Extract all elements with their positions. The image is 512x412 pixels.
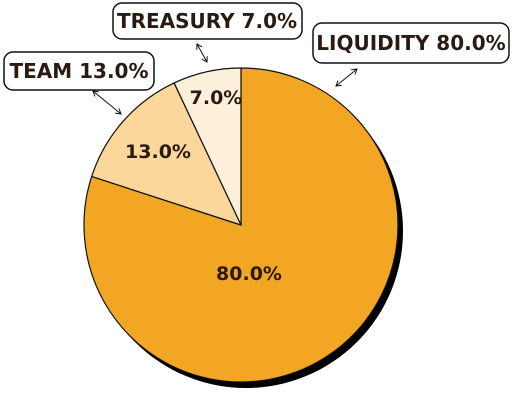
pie-slice-liquidity [83, 67, 399, 383]
callout-connector [335, 68, 358, 87]
callout-connector [92, 90, 122, 115]
connector-arrowhead-start [115, 108, 122, 115]
slice-value-label-liquidity: 80.0% [216, 263, 282, 285]
slice-value-label-team: 13.0% [125, 141, 191, 163]
callout-label: TREASURY 7.0% [117, 9, 297, 33]
callout-label: LIQUIDITY 80.0% [316, 31, 505, 55]
connector-arrowhead-end [351, 68, 358, 75]
pie-slice-treasury [173, 67, 242, 226]
callout-treasury: TREASURY 7.0% [112, 2, 303, 63]
callouts: LIQUIDITY 80.0% TEAM 13.0% TREASURY 7.0% [3, 2, 510, 115]
callout-team: TEAM 13.0% [3, 51, 155, 115]
callout-liquidity: LIQUIDITY 80.0% [312, 22, 510, 87]
callout-box [312, 22, 510, 64]
connector-arrowhead-start [201, 56, 208, 63]
slice-labels: 80.0% 13.0% 7.0% [125, 87, 282, 285]
connector-arrowhead-end [196, 43, 203, 50]
pie-slices [83, 67, 399, 383]
callout-box [3, 51, 155, 91]
callout-box [112, 2, 303, 40]
slice-value-label-treasury: 7.0% [190, 87, 243, 109]
callout-label: TEAM 13.0% [9, 59, 148, 83]
connector-arrowhead-end [92, 90, 99, 97]
callout-connector [196, 43, 208, 63]
connector-arrowhead-start [335, 80, 342, 87]
pie-slice-team [91, 82, 242, 226]
